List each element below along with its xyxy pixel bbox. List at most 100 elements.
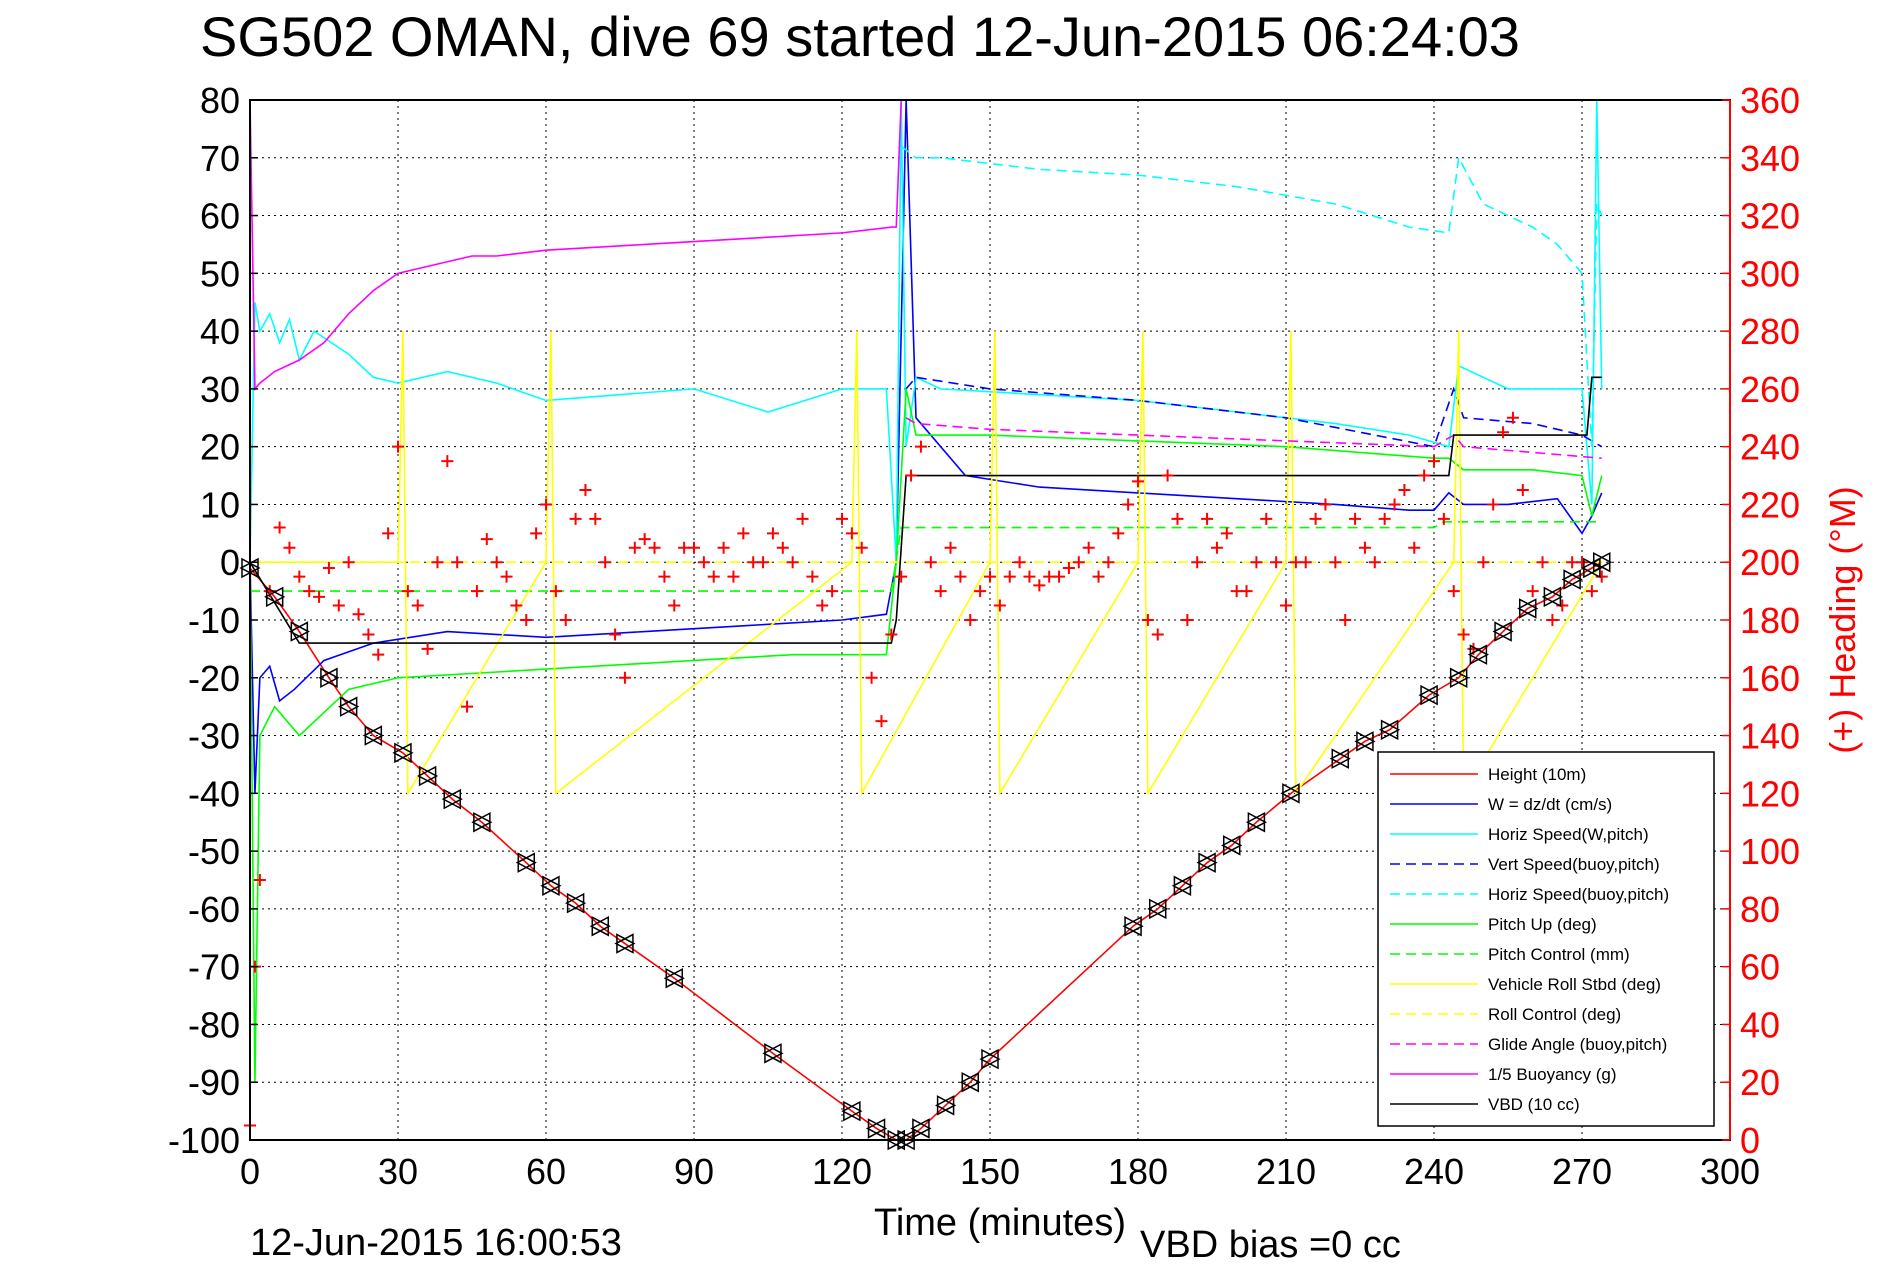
legend-entry: Pitch Up (deg): [1488, 915, 1597, 934]
dive-marker: [865, 1118, 886, 1139]
grid-layer: [250, 100, 1730, 1140]
legend-entry: Pitch Control (mm): [1488, 945, 1630, 964]
dive-marker: [1561, 569, 1581, 590]
y-tick-label: -100: [168, 1120, 240, 1161]
legend-entry: VBD (10 cc): [1488, 1095, 1580, 1114]
heading-point: [875, 715, 888, 728]
dive-marker: [1171, 875, 1192, 897]
heading-point: [421, 642, 434, 655]
heading-point: [1250, 556, 1263, 569]
heading-point: [1023, 570, 1036, 583]
dive-marker: [1467, 644, 1488, 665]
heading-point: [1033, 579, 1046, 592]
heading-point: [984, 570, 996, 583]
heading-point: [1270, 556, 1283, 569]
dive-marker: [1221, 835, 1241, 856]
heading-point: [865, 671, 878, 684]
dive-marker: [1492, 621, 1512, 642]
legend-entry: Horiz Speed(buoy,pitch): [1488, 885, 1669, 904]
heading-point: [816, 599, 829, 612]
right-y-tick-label: 60: [1740, 947, 1780, 988]
x-axis-label: Time (minutes): [874, 1202, 1126, 1244]
dive-marker: [564, 892, 585, 914]
y-tick-label: -80: [188, 1004, 240, 1045]
heading-point: [579, 484, 592, 496]
heading-point: [1526, 585, 1539, 598]
x-tick-label: 0: [240, 1151, 260, 1192]
dive-marker: [762, 1043, 782, 1064]
x-tick-label: 120: [812, 1151, 872, 1192]
heading-point: [1181, 614, 1194, 626]
series-line: [905, 376, 1603, 448]
heading-point: [1408, 541, 1421, 554]
x-tick-label: 180: [1108, 1151, 1168, 1192]
heading-point: [1329, 556, 1342, 569]
y-tick-label: 30: [200, 369, 240, 410]
right-y-tick-label: 280: [1740, 311, 1800, 352]
y-tick-label: -70: [188, 947, 240, 988]
dive-marker: [1147, 898, 1167, 920]
series-line: [250, 331, 1603, 797]
heading-point: [1368, 556, 1381, 569]
y-tick-label: 20: [200, 427, 240, 468]
chart-title: SG502 OMAN, dive 69 started 12-Jun-2015 …: [200, 5, 1520, 68]
heading-point: [954, 570, 967, 583]
right-y-tick-label: 340: [1740, 138, 1800, 179]
y-tick-label: 60: [200, 196, 240, 237]
heading-point: [993, 599, 1006, 612]
x-tick-label: 150: [960, 1151, 1020, 1192]
heading-point: [1220, 527, 1233, 540]
heading-point: [253, 874, 266, 886]
heading-point: [855, 541, 868, 554]
heading-point: [1576, 556, 1588, 569]
x-tick-label: 30: [378, 1151, 418, 1192]
series-line: [249, 376, 1602, 644]
heading-point: [1062, 562, 1075, 574]
heading-point: [737, 527, 750, 540]
heading-point: [1418, 469, 1431, 482]
footer-timestamp: 12-Jun-2015 16:00:53: [250, 1222, 622, 1264]
heading-point: [1437, 512, 1450, 525]
heading-point: [559, 614, 572, 626]
heading-point: [688, 541, 700, 554]
heading-point: [549, 585, 562, 598]
legend: Height (10m) W = dz/dt (cm/s) Horiz Speed(…: [1377, 751, 1715, 1127]
heading-point: [668, 599, 681, 612]
heading-point: [1378, 512, 1391, 525]
heading-point: [1595, 570, 1608, 583]
legend-box: [1377, 751, 1715, 1127]
heading-point: [924, 556, 937, 569]
heading-point: [628, 541, 641, 554]
heading-point: [707, 570, 720, 583]
heading-point: [599, 556, 612, 569]
heading-point: [697, 556, 710, 569]
heading-point: [1161, 469, 1174, 482]
series-line: [249, 99, 902, 392]
dive-marker: [416, 765, 437, 787]
right-y-tick-label: 80: [1740, 889, 1780, 930]
y-tick-label: -10: [188, 600, 240, 641]
heading-point: [342, 556, 355, 569]
heading-point: [1102, 556, 1115, 569]
y-tick-label: 0: [220, 542, 240, 583]
legend-entry: Vert Speed(buoy,pitch): [1488, 855, 1660, 874]
heading-point: [1457, 628, 1470, 641]
heading-point: [510, 599, 523, 612]
heading-point: [293, 570, 306, 583]
heading-point: [885, 628, 898, 641]
heading-point: [1003, 570, 1016, 583]
legend-entry: 1/5 Buoyancy (g): [1488, 1065, 1617, 1084]
y-tick-label: -90: [188, 1062, 240, 1103]
heading-point: [1477, 556, 1490, 569]
x-tick-label: 300: [1700, 1151, 1760, 1192]
heading-point: [845, 527, 858, 540]
dive-marker: [1354, 731, 1374, 752]
heading-point: [1536, 556, 1549, 569]
heading-point: [303, 585, 316, 598]
y-tick-label: -20: [188, 658, 240, 699]
heading-point: [283, 541, 296, 554]
heading-point: [766, 527, 779, 540]
dive-marker: [959, 1071, 980, 1093]
dive-marker: [1448, 667, 1468, 689]
